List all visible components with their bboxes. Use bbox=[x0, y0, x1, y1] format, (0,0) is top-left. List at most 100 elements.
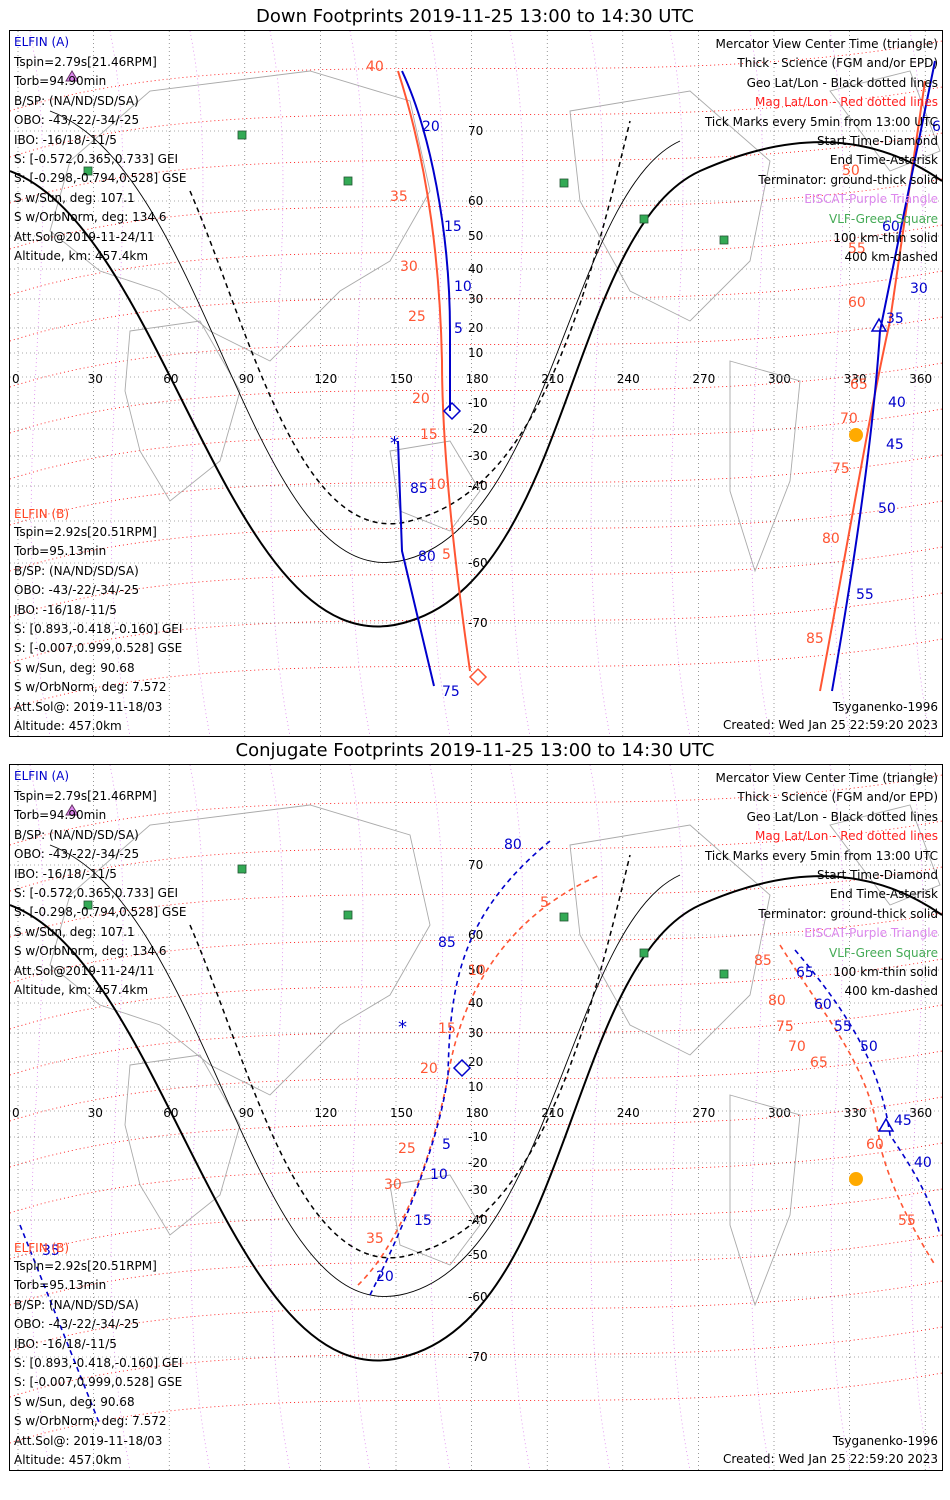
elfin-a-tick-label: 15 bbox=[444, 219, 462, 235]
lon-tick-label: 270 bbox=[692, 1106, 715, 1120]
terminator-ground bbox=[10, 875, 942, 1362]
elfin-a-tick-label: 40 bbox=[888, 395, 906, 411]
elfin-b-tick-label: 35 bbox=[366, 1231, 384, 1247]
mag-lon-line bbox=[29, 31, 51, 736]
vlf-station-square bbox=[559, 912, 569, 922]
info-line: S w/Sun, deg: 90.68 bbox=[14, 1394, 135, 1409]
lon-tick-label: 360 bbox=[909, 372, 932, 386]
info-line: OBO: -43/-22/-34/-25 bbox=[14, 1317, 140, 1332]
created-timestamp: Created: Wed Jan 25 22:59:20 2023 bbox=[723, 718, 938, 732]
mag-lon-line bbox=[429, 31, 451, 736]
info-line: Terminator: ground-thick solid bbox=[758, 172, 938, 187]
lat-tick-label: -30 bbox=[468, 449, 488, 463]
elfin-b-tick-label: 85 bbox=[754, 953, 772, 969]
australia-outline bbox=[389, 440, 481, 532]
lat-tick-label: -30 bbox=[468, 1183, 488, 1197]
elfin-a-title: ELFIN (A) bbox=[14, 35, 70, 49]
eiscat-triangle bbox=[65, 804, 79, 816]
elfin-b-tick-label: 30 bbox=[400, 259, 418, 275]
info-line: B/SP: (NA/ND/SD/SA) bbox=[14, 1297, 139, 1312]
elfin-a-tick-label: 50 bbox=[860, 1039, 878, 1055]
elfin-a-tick-label: 60 bbox=[882, 219, 900, 235]
elfin-b-tick-label: 20 bbox=[420, 1061, 438, 1077]
info-line: Altitude: 457.0km bbox=[14, 719, 122, 734]
elfin-b-tick-label: 40 bbox=[366, 59, 384, 75]
eurasia-outline bbox=[49, 70, 431, 362]
info-line: S: [-0.007,0.999,0.528] GSE bbox=[14, 1375, 183, 1390]
elfin-a-tick-label: 80 bbox=[504, 837, 522, 853]
info-line: Tspin=2.79s[21.46RPM] bbox=[14, 789, 157, 803]
lat-tick-label: -40 bbox=[468, 1213, 488, 1227]
elfin-b-tick-label: 55 bbox=[848, 241, 866, 257]
info-line: S w/OrbNorm, deg: 134.6 bbox=[14, 210, 167, 225]
vlf-station-square bbox=[639, 948, 649, 958]
elfin-b-tick-label: 25 bbox=[398, 1141, 416, 1157]
info-line: IBO: -16/18/-11/5 bbox=[14, 132, 117, 147]
terminator-ground bbox=[10, 141, 942, 628]
info-line: Mercator View Center Time (triangle) bbox=[715, 771, 938, 785]
vlf-station-square bbox=[343, 176, 353, 186]
elfin-b-conjugate-track-east bbox=[779, 944, 936, 1266]
info-line: OBO: -43/-22/-34/-25 bbox=[14, 583, 140, 598]
info-line: 400 km-dashed bbox=[844, 984, 938, 999]
elfin-b-tick-label: 10 bbox=[428, 477, 446, 493]
lat-tick-label: -60 bbox=[468, 556, 488, 570]
mag-lon-line bbox=[909, 31, 931, 736]
lon-tick-label: 330 bbox=[844, 372, 867, 386]
vlf-station-square bbox=[343, 910, 353, 920]
mag-lon-line bbox=[349, 31, 371, 736]
elfin-b-tick-label: 5 bbox=[540, 895, 549, 911]
info-line: S: [0.893,-0.418,-0.160] GEI bbox=[14, 1356, 183, 1371]
lon-tick-label: 0 bbox=[12, 372, 20, 386]
info-line: End Time-Asterisk bbox=[829, 153, 938, 168]
info-line: Thick - Science (FGM and/or EPD) bbox=[737, 790, 938, 805]
conjugate-footprints-map: 0 30 60 90 120 150 180 210 240 270 300 330 360 70 60 50… bbox=[9, 764, 943, 1471]
info-line: 400 km-dashed bbox=[844, 250, 938, 265]
lon-tick-label: 120 bbox=[314, 372, 337, 386]
mag-lon-line bbox=[589, 765, 611, 1470]
lon-tick-label: 330 bbox=[844, 1106, 867, 1120]
lon-tick-label: 150 bbox=[390, 372, 413, 386]
eurasia-outline bbox=[49, 804, 431, 1096]
lon-tick-label: 270 bbox=[692, 372, 715, 386]
elfin-b-info: Tspin=2.92s[20.51RPM] Torb=95.13min B/SP: … bbox=[14, 1257, 182, 1470]
elfin-b-track-east bbox=[819, 80, 926, 692]
info-line: Mercator View Center Time (triangle) bbox=[715, 37, 938, 51]
elfin-b-tick-label: 70 bbox=[840, 411, 858, 427]
info-line: Altitude, km: 457.4km bbox=[14, 249, 149, 264]
lat-tick-label: -40 bbox=[468, 479, 488, 493]
info-line: S: [-0.007,0.999,0.528] GSE bbox=[14, 641, 183, 656]
info-line: B/SP: (NA/ND/SD/SA) bbox=[14, 563, 139, 578]
greenland-outline bbox=[829, 804, 941, 906]
elfin-b-title: ELFIN (B) bbox=[14, 1241, 70, 1255]
elfin-b-tick-label: 30 bbox=[384, 1177, 402, 1193]
elfin-b-tick-label: 10 bbox=[468, 963, 486, 979]
info-line: Altitude: 457.0km bbox=[14, 1453, 122, 1468]
lon-tick-label: 120 bbox=[314, 1106, 337, 1120]
elfin-a-info: Tspin=2.79s[21.46RPM] Torb=94.90min B/SP: … bbox=[14, 787, 187, 1000]
lat-tick-label: 10 bbox=[468, 346, 483, 360]
lat-tick-label: 70 bbox=[468, 858, 483, 872]
coastlines bbox=[49, 70, 941, 573]
info-line: Altitude, km: 457.4km bbox=[14, 983, 149, 998]
elfin-a-tick-label: 65 bbox=[932, 119, 942, 135]
elfin-a-tick-label: 5 bbox=[442, 1137, 451, 1153]
elfin-a-tick-label: 10 bbox=[430, 1167, 448, 1183]
elfin-b-tick-label: 55 bbox=[898, 1213, 916, 1229]
info-line: Tspin=2.79s[21.46RPM] bbox=[14, 55, 157, 69]
elfin-b-tick-label: 5 bbox=[442, 547, 451, 563]
elfin-a-tick-label: 45 bbox=[894, 1113, 912, 1129]
lat-tick-label: -10 bbox=[468, 396, 488, 410]
lat-tick-label: -20 bbox=[468, 1156, 488, 1170]
model-label: Tsyganenko-1996 bbox=[832, 700, 938, 714]
info-line: 100 km-thin solid bbox=[833, 231, 938, 246]
elfin-a-info: Tspin=2.79s[21.46RPM] Torb=94.90min B/SP: … bbox=[14, 53, 187, 266]
north-america-outline bbox=[569, 824, 771, 1056]
info-line: S w/Sun, deg: 107.1 bbox=[14, 924, 135, 939]
elfin-b-tick-label: 15 bbox=[420, 427, 438, 443]
terminator-400km bbox=[189, 854, 631, 1259]
lat-tick-label: 40 bbox=[468, 262, 483, 276]
elfin-a-track-east bbox=[831, 60, 936, 692]
elfin-a-tick-label: 35 bbox=[42, 1243, 60, 1259]
lat-tick-label: -70 bbox=[468, 1350, 488, 1364]
